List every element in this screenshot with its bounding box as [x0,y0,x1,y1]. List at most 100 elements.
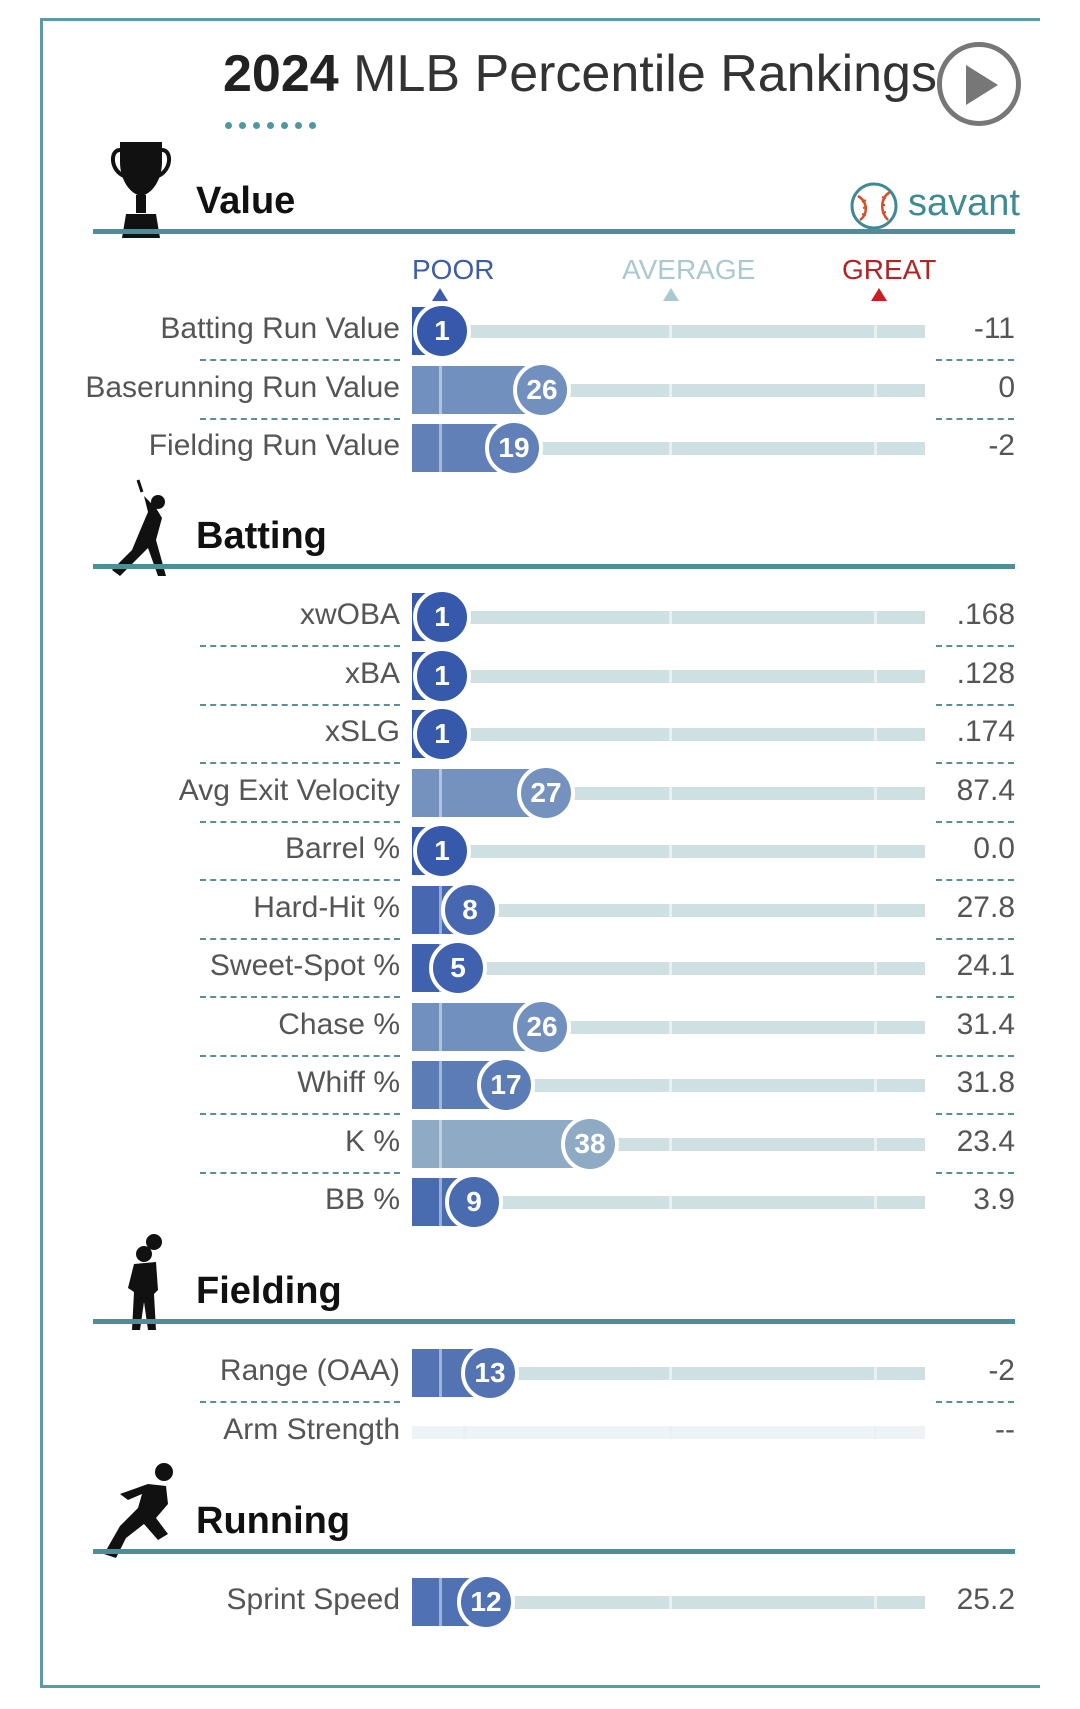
metric-value: 31.4 [956,1007,1015,1041]
percentile-bubble: 1 [413,705,471,763]
section-divider-running [93,1549,1015,1554]
track-tick [874,845,877,858]
track-tick [874,611,877,624]
track-tick [874,1020,877,1034]
metric-label: Chase % [278,1007,400,1041]
baseball-icon [850,182,898,230]
track-tick [669,903,672,917]
metric-value: .174 [956,715,1015,748]
track-tick [874,1596,877,1609]
percentile-bubble: 12 [457,1573,515,1631]
percentile-track [412,962,925,975]
metric-value: -2 [988,1354,1015,1387]
row-divider [200,1401,400,1403]
rankings-card [40,18,1040,1688]
track-tick [669,1137,672,1151]
metric-label: Batting Run Value [160,312,400,345]
track-tick [874,1137,877,1151]
metric-label: xSLG [324,715,400,748]
track-tick [463,1425,466,1439]
track-tick [669,728,672,741]
title-text: MLB Percentile Rankings [353,45,937,103]
metric-value: 23.4 [956,1124,1015,1158]
metric-value: 0.0 [973,832,1015,865]
track-tick [669,669,672,683]
bar-tick [439,1002,442,1051]
percentile-bubble: 27 [517,763,575,822]
row-divider [200,820,400,823]
bar-tick [439,1178,442,1226]
metric-label: Baserunning Run Value [85,370,400,404]
bar-tick [439,1578,442,1626]
row-divider [936,762,1014,764]
bar-tick [439,1349,442,1397]
metric-value: 27.8 [956,890,1015,924]
row-divider [936,645,1014,647]
track-tick [669,325,672,338]
brand-name: savant [908,182,1020,224]
track-tick [669,1079,672,1092]
row-divider [936,879,1014,881]
row-divider [200,762,400,764]
row-divider [200,1113,400,1115]
track-tick [669,442,672,455]
page-title: 2024 MLB Percentile Rankings [223,44,937,104]
metric-value: 0 [998,370,1015,404]
percentile-track [412,669,925,683]
title-underline-dots [225,116,323,129]
percentile-track [412,845,925,858]
track-tick [669,1596,672,1609]
percentile-bubble: 26 [513,997,571,1056]
scale-average-marker [663,288,679,301]
row-divider [200,703,400,706]
row-divider [200,1054,400,1057]
percentile-bubble: 1 [413,588,471,646]
row-divider [936,417,1014,420]
metric-value: 3.9 [973,1183,1015,1216]
track-tick [874,1367,877,1380]
section-divider-fielding [93,1319,1015,1324]
percentile-track [412,728,925,741]
scale-average-label: AVERAGE [622,254,756,285]
scale-poor-marker [432,288,448,301]
percentile-bubble: 38 [561,1114,619,1173]
metric-label: Avg Exit Velocity [178,773,400,807]
metric-label: Whiff % [297,1066,400,1099]
play-icon [966,65,998,105]
percentile-bubble: 1 [413,646,471,705]
track-tick [874,1079,877,1092]
metric-label: BB % [324,1183,400,1216]
track-tick [669,1020,672,1034]
track-tick [669,1367,672,1380]
play-button[interactable] [937,42,1021,126]
track-tick [874,442,877,455]
metric-value: 87.4 [956,773,1015,807]
row-divider [200,1171,400,1174]
fielder-icon [128,1234,162,1330]
metric-value: -2 [988,429,1015,462]
percentile-bubble: 13 [461,1344,519,1402]
row-divider [200,417,400,420]
metric-value: 25.2 [956,1583,1015,1616]
bar-tick [439,424,442,472]
track-tick [874,786,877,800]
track-tick [669,383,672,397]
track-tick [874,325,877,338]
row-divider [936,937,1014,940]
percentile-bubble: 9 [445,1173,503,1231]
title-year: 2024 [223,45,339,103]
row-divider [200,996,400,998]
track-tick [669,611,672,624]
trophy-icon [111,142,171,238]
track-tick [874,669,877,683]
section-title-fielding: Fielding [196,1270,342,1312]
metric-label: Range (OAA) [219,1354,400,1387]
percentile-bubble: 26 [513,360,571,419]
row-divider [200,937,400,940]
row-divider [936,359,1014,361]
percentile-bubble: 1 [413,822,471,880]
section-title-batting: Batting [196,515,327,557]
track-tick [669,845,672,858]
scale-great-marker [871,288,887,301]
percentile-bar [412,1119,590,1168]
